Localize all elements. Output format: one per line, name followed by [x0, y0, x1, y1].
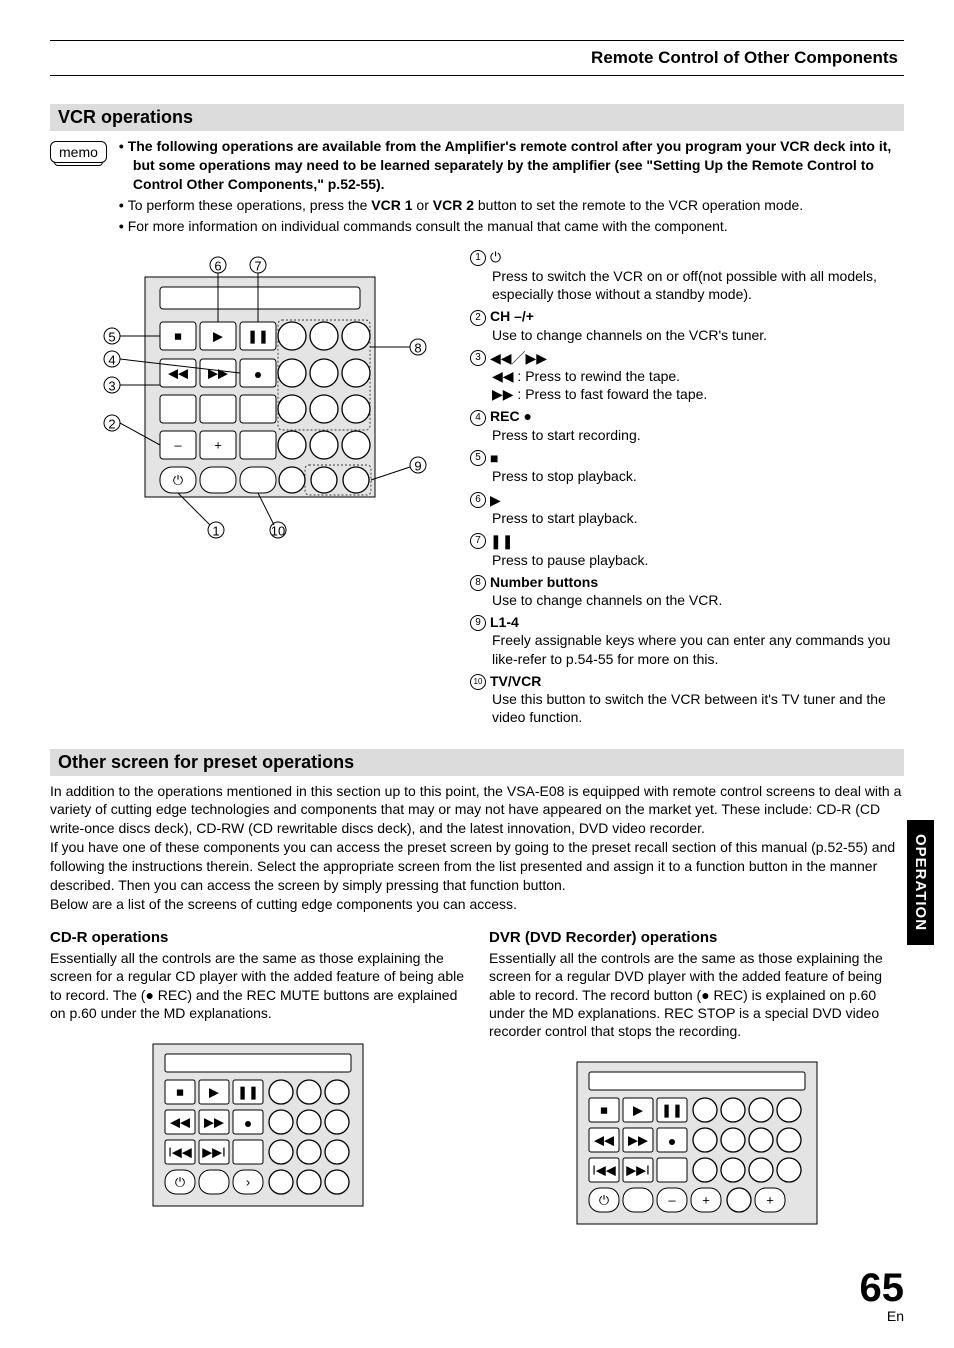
- vcr-remote-svg: ■ ▶ ❚❚ ◀◀ ▶▶ –: [50, 247, 450, 547]
- bullet-2: To perform these operations, press the V…: [119, 196, 904, 215]
- page-num-value: 65: [860, 1268, 905, 1308]
- svg-text:2: 2: [108, 417, 115, 432]
- preset-paragraphs: In addition to the operations mentioned …: [50, 782, 904, 914]
- def-6: 6▶ Press to start playback.: [470, 490, 904, 528]
- svg-text:9: 9: [414, 459, 421, 474]
- cdr-heading: CD-R operations: [50, 928, 465, 948]
- svg-text:7: 7: [254, 259, 261, 274]
- side-tab-operation: OPERATION: [907, 820, 934, 945]
- svg-text:4: 4: [108, 353, 115, 368]
- svg-text:◀◀: ◀◀: [594, 1133, 614, 1148]
- svg-text:10: 10: [271, 524, 285, 539]
- svg-text:◀◀: ◀◀: [170, 1115, 190, 1130]
- section-other-preset: Other screen for preset operations: [50, 749, 904, 776]
- def-2: 2CH –/+ Use to change channels on the VC…: [470, 307, 904, 343]
- svg-text:▶▶I: ▶▶I: [202, 1145, 226, 1160]
- cdr-col: CD-R operations Essentially all the cont…: [50, 928, 465, 1232]
- manual-page: Remote Control of Other Components VCR o…: [0, 0, 954, 1348]
- section-vcr-ops: VCR operations: [50, 104, 904, 131]
- svg-text:▶▶: ▶▶: [204, 1115, 224, 1130]
- def-8: 8Number buttons Use to change channels o…: [470, 573, 904, 609]
- svg-text:+: +: [214, 438, 222, 453]
- svg-text:–: –: [174, 438, 182, 453]
- svg-text:8: 8: [414, 341, 421, 356]
- svg-text:⏻: ⏻: [173, 473, 183, 488]
- svg-text:■: ■: [600, 1103, 608, 1118]
- svg-text:❚❚: ❚❚: [661, 1103, 683, 1119]
- svg-text:I◀◀: I◀◀: [168, 1145, 192, 1160]
- svg-text:▶▶I: ▶▶I: [626, 1163, 650, 1178]
- svg-text:■: ■: [174, 329, 182, 344]
- svg-text:1: 1: [212, 524, 219, 539]
- dvr-col: DVR (DVD Recorder) operations Essentiall…: [489, 928, 904, 1232]
- dvr-body: Essentially all the controls are the sam…: [489, 949, 904, 1040]
- svg-text:⏻: ⏻: [174, 1175, 184, 1190]
- svg-text:›: ›: [245, 1175, 249, 1190]
- ops-columns: CD-R operations Essentially all the cont…: [50, 928, 904, 1232]
- svg-text:■: ■: [176, 1085, 184, 1100]
- svg-text:▶: ▶: [209, 1085, 219, 1100]
- bullet-3: For more information on individual comma…: [119, 217, 904, 236]
- svg-text:3: 3: [108, 379, 115, 394]
- svg-text:⏻: ⏻: [598, 1193, 608, 1208]
- bullet-1: The following operations are available f…: [119, 137, 904, 194]
- vcr-content: ■ ▶ ❚❚ ◀◀ ▶▶ –: [50, 247, 904, 730]
- svg-text:+: +: [702, 1193, 710, 1208]
- header-title: Remote Control of Other Components: [591, 48, 898, 68]
- svg-text:▶: ▶: [633, 1103, 643, 1118]
- memo-badge: memo: [50, 141, 107, 163]
- header-bar: Remote Control of Other Components: [50, 40, 904, 76]
- page-num-lang: En: [860, 1308, 905, 1324]
- def-5: 5■ Press to stop playback.: [470, 448, 904, 486]
- preset-p3: Below are a list of the screens of cutti…: [50, 895, 904, 914]
- def-4: 4REC ● Press to start recording.: [470, 407, 904, 443]
- svg-text:▶▶: ▶▶: [628, 1133, 648, 1148]
- cdr-body: Essentially all the controls are the sam…: [50, 949, 465, 1022]
- page-number: 65 En: [860, 1268, 905, 1324]
- svg-text:–: –: [668, 1193, 676, 1208]
- svg-text:▶▶: ▶▶: [208, 366, 228, 381]
- preset-p2: If you have one of these components you …: [50, 838, 904, 895]
- svg-text:❚❚: ❚❚: [247, 329, 269, 345]
- svg-text:❚❚: ❚❚: [237, 1085, 259, 1101]
- def-3: 3◀◀／▶▶ ◀◀ : Press to rewind the tape.▶▶ …: [470, 348, 904, 404]
- memo-row: memo The following operations are availa…: [50, 137, 904, 237]
- def-1: 1⏻ Press to switch the VCR on or off(not…: [470, 247, 904, 303]
- svg-text:◀◀: ◀◀: [168, 366, 188, 381]
- def-7: 7❚❚ Press to pause playback.: [470, 531, 904, 569]
- dvr-panel: ■ ▶ ❚❚ ◀◀ ▶▶ I◀◀ ▶▶I: [567, 1052, 827, 1232]
- def-10: 10TV/VCR Use this button to switch the V…: [470, 672, 904, 727]
- svg-text:I◀◀: I◀◀: [592, 1163, 616, 1178]
- svg-text:6: 6: [214, 259, 221, 274]
- def-9: 9L1-4 Freely assignable keys where you c…: [470, 613, 904, 668]
- vcr-diagram: ■ ▶ ❚❚ ◀◀ ▶▶ –: [50, 247, 450, 730]
- svg-text:▶: ▶: [213, 329, 223, 344]
- memo-bullets: The following operations are available f…: [119, 137, 904, 237]
- svg-text:5: 5: [108, 330, 115, 345]
- cdr-panel: ■ ▶ ❚❚ ◀◀ ▶▶ I◀◀ ▶▶I: [143, 1034, 373, 1214]
- vcr-definitions: 1⏻ Press to switch the VCR on or off(not…: [470, 247, 904, 730]
- svg-text:+: +: [766, 1193, 774, 1208]
- preset-p1: In addition to the operations mentioned …: [50, 782, 904, 839]
- dvr-heading: DVR (DVD Recorder) operations: [489, 928, 904, 948]
